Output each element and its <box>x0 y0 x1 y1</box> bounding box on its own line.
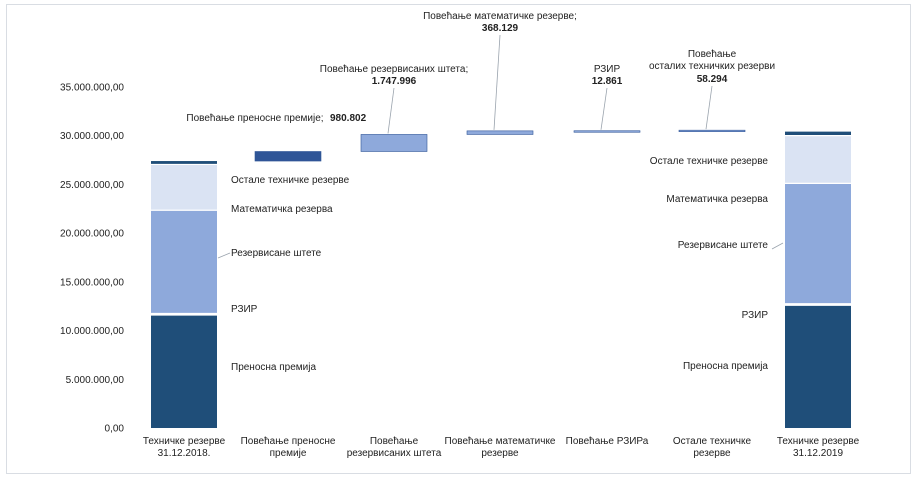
y-tick-label: 20.000.000,00 <box>60 229 124 240</box>
stack-segment <box>151 210 217 314</box>
segment-label: Остале техничке резерве <box>231 175 350 186</box>
label-leader-line <box>600 87 608 130</box>
x-category-label: резерве <box>693 448 731 459</box>
y-tick-label: 15.000.000,00 <box>60 277 124 288</box>
increment-value: 12.861 <box>592 76 623 87</box>
stack-segment <box>785 305 851 428</box>
increment-label: Повећање <box>688 49 737 60</box>
increment-label: Повећање преносне премије; <box>186 113 323 124</box>
increment-label: РЗИР <box>594 64 621 75</box>
increment-value: 58.294 <box>697 74 728 85</box>
segment-label: Математичка резерва <box>231 204 333 215</box>
increment-label: Повећање математичке резерве; <box>423 11 577 22</box>
x-category-label: Повећање математичке <box>445 436 556 447</box>
x-category-label: Техничке резерве <box>777 436 860 447</box>
x-category-label: резервисаних штета <box>347 448 442 459</box>
stack-segment <box>785 135 851 184</box>
increment-bar <box>573 130 641 133</box>
segment-label: Резервисане штете <box>231 248 322 259</box>
stack-segment <box>151 161 217 165</box>
increment-bar <box>360 134 428 152</box>
y-tick-label: 30.000.000,00 <box>60 131 124 142</box>
label-leader-line <box>387 87 395 134</box>
x-category-label: премије <box>270 448 307 459</box>
segment-label: РЗИР <box>231 304 258 315</box>
increment-bar <box>254 151 322 162</box>
x-category-label: Остале техничке <box>673 436 752 447</box>
stack-segment <box>151 164 217 211</box>
increment-label: Повећање резервисаних штета; <box>320 64 468 75</box>
label-leader-line <box>705 85 713 130</box>
segment-label: Резервисане штете <box>678 240 769 251</box>
x-category-label: Повећање <box>370 436 419 447</box>
segment-label: Преносна премија <box>231 362 316 373</box>
segment-label: Математичка резерва <box>666 194 768 205</box>
stack-segment <box>151 314 217 428</box>
label-leader-line <box>493 34 501 130</box>
segment-label: Остале техничке резерве <box>650 156 769 167</box>
label-leader-line <box>771 242 784 250</box>
increment-value: 980.802 <box>330 113 367 124</box>
stack-segment <box>785 183 851 304</box>
x-category-label: 31.12.2018. <box>158 448 211 459</box>
x-category-label: резерве <box>481 448 519 459</box>
segment-label: Преносна премија <box>683 361 768 372</box>
x-category-label: 31.12.2019 <box>793 448 843 459</box>
increment-bar <box>466 130 534 135</box>
stack-segment <box>785 303 851 306</box>
x-category-label: Повећање преносне <box>241 436 336 447</box>
stack-segment <box>785 131 851 136</box>
increment-value: 1.747.996 <box>372 76 417 87</box>
y-tick-label: 25.000.000,00 <box>60 180 124 191</box>
increment-label: осталих техничких резерви <box>649 61 775 72</box>
y-tick-label: 35.000.000,00 <box>60 83 124 94</box>
y-tick-label: 0,00 <box>105 424 125 435</box>
y-tick-label: 5.000.000,00 <box>66 375 125 386</box>
stack-segment <box>151 313 217 315</box>
segment-label: РЗИР <box>742 310 769 321</box>
y-tick-label: 10.000.000,00 <box>60 326 124 337</box>
increment-bar <box>678 129 746 132</box>
label-leader-line <box>217 252 231 259</box>
increment-value: 368.129 <box>482 23 519 34</box>
x-category-label: Повећање РЗИРа <box>566 436 649 447</box>
x-category-label: Техничке резерве <box>143 436 226 447</box>
